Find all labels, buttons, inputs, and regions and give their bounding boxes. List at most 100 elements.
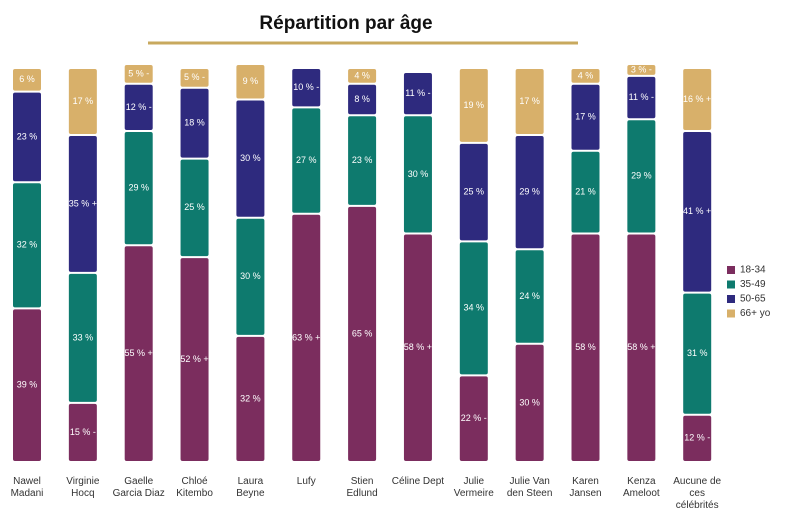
bar-segment	[683, 69, 712, 131]
value-label: 23 %	[352, 155, 373, 165]
bar-segment	[124, 65, 153, 83]
bar-segment	[403, 116, 432, 233]
bar-segment	[515, 69, 544, 134]
bar-segment	[683, 132, 712, 292]
bar-segment	[459, 69, 488, 142]
x-tick-label: Virginie Hocq	[66, 476, 100, 499]
bar-segment	[68, 69, 97, 134]
value-label: 32 %	[17, 240, 38, 250]
value-label: 21 %	[575, 186, 596, 196]
value-label: 30 %	[240, 153, 261, 163]
value-label: 4 %	[354, 70, 370, 80]
value-label: 33 %	[73, 332, 94, 342]
bar-segment	[683, 293, 712, 414]
value-label: 24 %	[519, 291, 540, 301]
legend-label: 35-49	[740, 279, 766, 290]
bar-segment	[124, 132, 153, 245]
value-label: 17 %	[73, 96, 94, 106]
bar-segment	[571, 234, 600, 461]
bar-segment	[124, 246, 153, 461]
bar-segment	[13, 69, 41, 91]
bar-segment	[627, 120, 656, 233]
value-label: 12 % -	[684, 433, 710, 443]
bar-segment	[571, 151, 600, 233]
legend-swatch	[727, 309, 735, 318]
value-label: 29 %	[519, 186, 540, 196]
bar-segment	[459, 376, 488, 461]
bar-segment	[571, 84, 600, 150]
chart-title: Répartition par âge	[259, 13, 432, 34]
value-label: 29 %	[128, 183, 149, 193]
value-label: 55 % +	[125, 348, 153, 358]
legend-swatch	[727, 266, 735, 274]
value-label: 35 % +	[69, 198, 97, 208]
value-label: 16 % +	[683, 94, 711, 104]
value-label: 29 %	[631, 171, 652, 181]
bar-segment	[627, 76, 656, 119]
bar-segment	[627, 65, 656, 75]
value-label: 11 % -	[629, 92, 654, 102]
value-label: 25 %	[464, 186, 485, 196]
x-tick-label: Chloé Kitembo	[176, 476, 213, 499]
bar-segment	[292, 214, 321, 461]
bar-segment	[627, 234, 656, 461]
x-tick-label: Aucune de ces célébrités	[673, 476, 722, 511]
bar-segment	[68, 135, 97, 272]
value-label: 58 % +	[627, 342, 655, 352]
value-label: 58 %	[575, 342, 596, 352]
value-label: 5 % -	[184, 72, 205, 82]
bar-segment	[180, 159, 209, 257]
value-label: 10 % -	[293, 82, 319, 92]
value-label: 30 %	[240, 271, 261, 281]
value-label: 12 % -	[126, 102, 152, 112]
value-label: 23 %	[17, 131, 38, 141]
legend-label: 18-34	[740, 265, 766, 276]
bar-segment	[348, 84, 377, 115]
bar-segment	[459, 242, 488, 375]
value-label: 34 %	[464, 303, 485, 313]
bar-segment	[13, 92, 41, 182]
x-tick-label: Céline Dept	[391, 476, 445, 487]
legend-swatch	[727, 295, 735, 303]
bar-segment	[13, 183, 41, 308]
value-label: 31 %	[687, 348, 708, 358]
value-label: 32 %	[240, 393, 261, 403]
legend-label: 66+ yo	[740, 308, 771, 319]
bar-segment	[236, 336, 265, 461]
value-label: 19 %	[464, 100, 485, 110]
bar-segment	[292, 69, 321, 107]
value-label: 17 %	[575, 112, 596, 122]
bar-segment	[236, 65, 265, 99]
x-tick-label: Kenza Ameloot	[623, 476, 660, 499]
bar-segment	[683, 415, 712, 461]
value-label: 18 %	[184, 118, 205, 128]
value-label: 4 %	[578, 70, 594, 80]
value-label: 22 % -	[461, 413, 487, 423]
x-tick-label: Laura Beyne	[236, 476, 265, 499]
bar-segment	[571, 69, 600, 83]
value-label: 30 %	[519, 397, 540, 407]
value-label: 17 %	[519, 96, 540, 106]
value-label: 15 % -	[70, 427, 96, 437]
bar-segment	[292, 108, 321, 213]
bar-segment	[124, 84, 153, 131]
value-label: 6 %	[19, 74, 35, 84]
value-label: 63 % +	[292, 332, 320, 342]
bar-segment	[515, 135, 544, 249]
value-label: 58 % +	[404, 342, 432, 352]
bar-segment	[459, 143, 488, 241]
bar-segment	[180, 88, 209, 158]
value-label: 52 % +	[180, 354, 208, 364]
bar-segment	[236, 100, 265, 217]
legend-swatch	[727, 280, 735, 289]
x-tick-label: Gaelle Garcia Diaz	[112, 476, 165, 499]
bar-segment	[180, 69, 209, 87]
legend-label: 50-65	[740, 294, 766, 305]
bar-segment	[403, 234, 432, 461]
value-label: 39 %	[17, 380, 38, 390]
value-label: 3 % -	[631, 64, 652, 74]
value-label: 9 %	[243, 76, 259, 86]
x-tick-label: Karen Jansen	[569, 476, 602, 499]
